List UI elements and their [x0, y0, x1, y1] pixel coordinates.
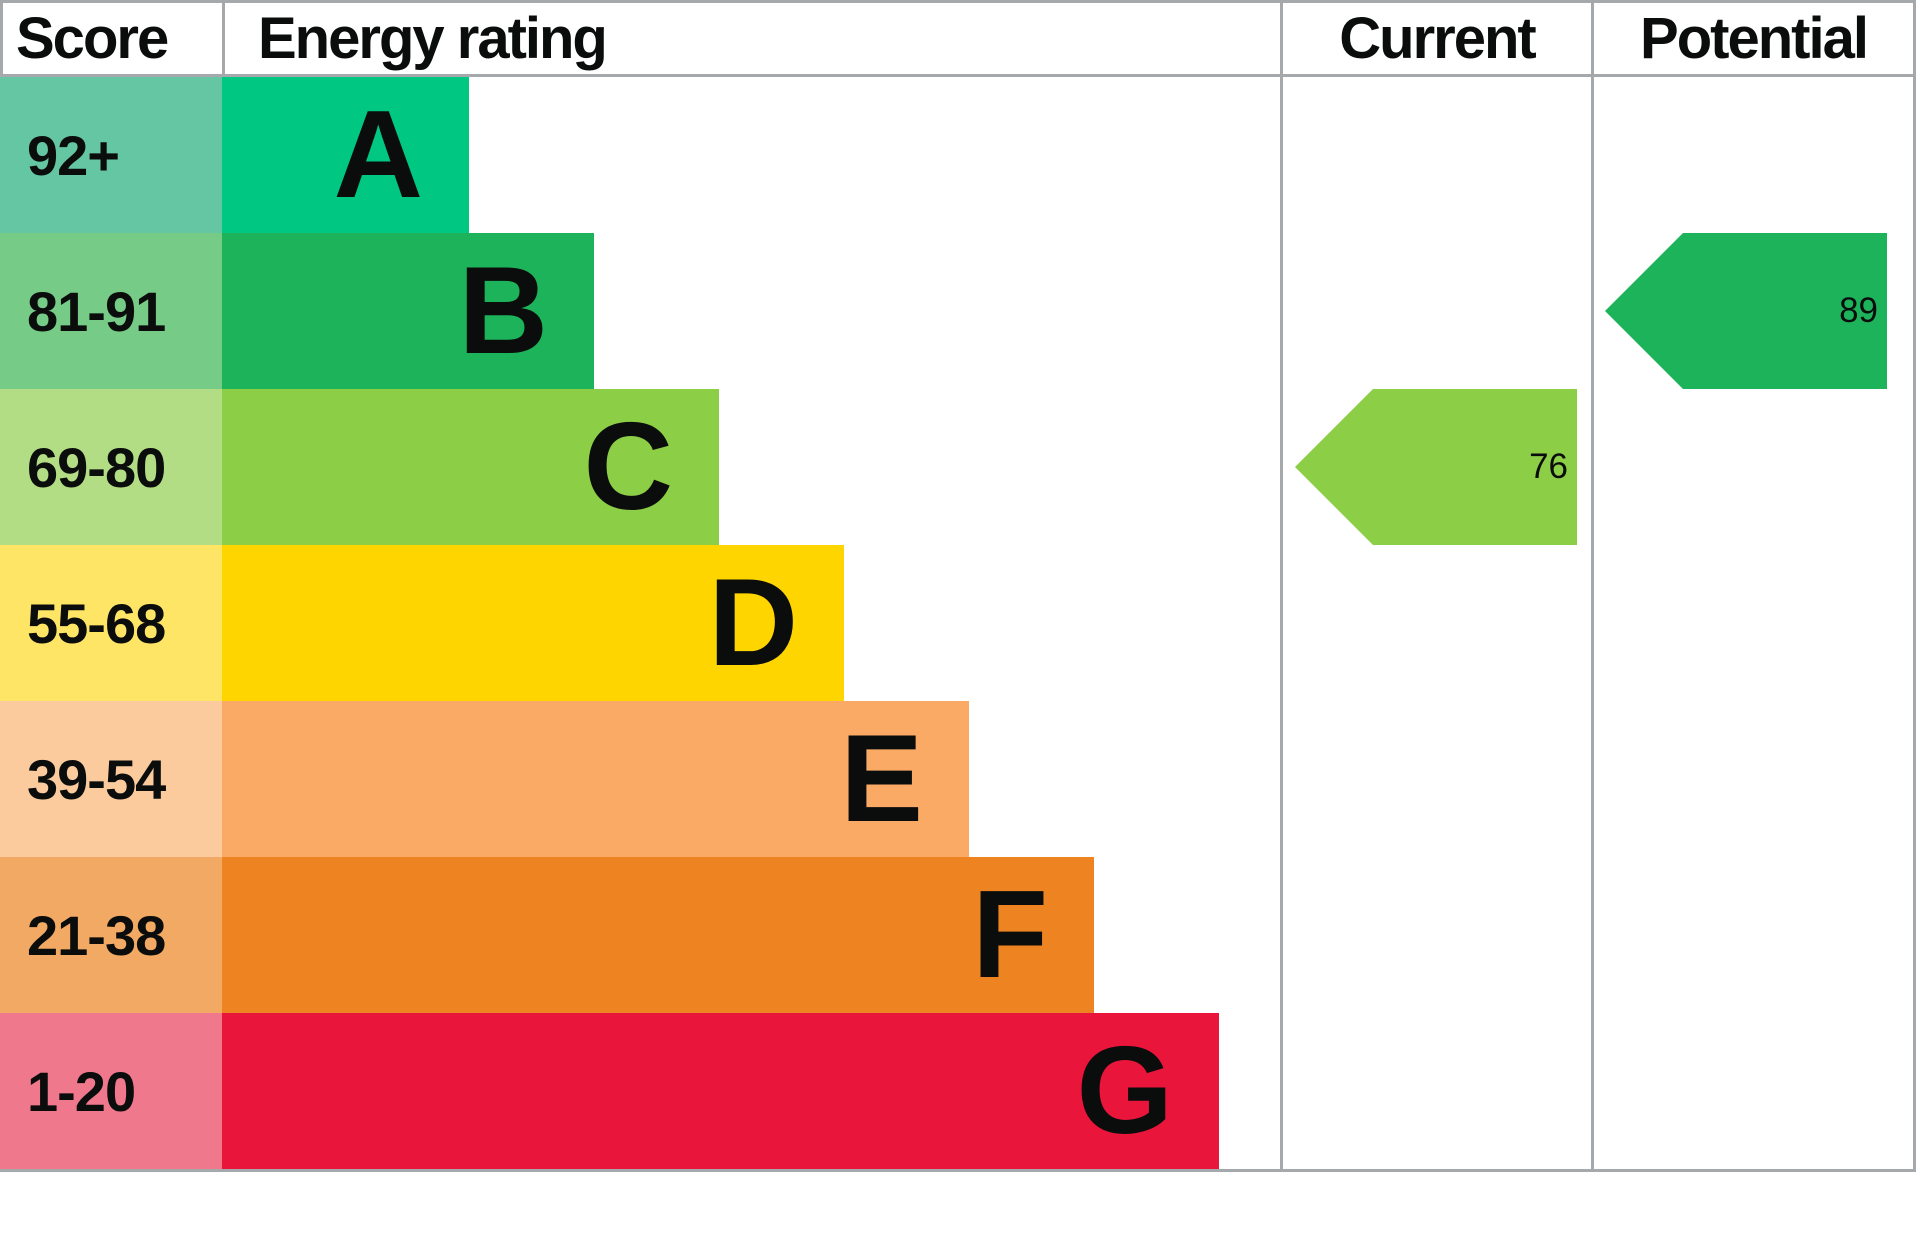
band-row-d: 55-68 D [0, 545, 1283, 701]
current-column-divider [1280, 0, 1283, 1169]
band-score-range: 55-68 [0, 545, 222, 701]
band-rows: 92+ A 81-91 B 69-80 C 55-68 D 39-54 E 21… [0, 77, 1283, 1169]
band-bar-g: G [222, 1013, 1219, 1169]
band-score-range: 21-38 [0, 857, 222, 1013]
header-left-border [0, 0, 3, 77]
potential-rating-value: 89 [1839, 291, 1878, 330]
band-row-f: 21-38 F [0, 857, 1283, 1013]
band-row-c: 69-80 C [0, 389, 1283, 545]
current-column-header: Current [1339, 6, 1536, 71]
potential-column-divider [1591, 0, 1594, 1169]
band-row-a: 92+ A [0, 77, 1283, 233]
table-border-right [1913, 0, 1916, 1172]
band-score-range: 1-20 [0, 1013, 222, 1169]
band-row-e: 39-54 E [0, 701, 1283, 857]
band-bar-b: B [222, 233, 594, 389]
band-bar-f: F [222, 857, 1094, 1013]
band-score-range: 92+ [0, 77, 222, 233]
table-border-bottom [0, 1169, 1916, 1172]
score-column-divider [222, 0, 225, 74]
table-border-top [0, 0, 1916, 3]
band-bar-a: A [222, 77, 469, 233]
potential-column-header: Potential [1640, 6, 1869, 71]
current-rating-arrow: 76 [1295, 389, 1577, 545]
band-score-range: 81-91 [0, 233, 222, 389]
band-bar-c: C [222, 389, 719, 545]
potential-rating-arrow: 89 [1605, 233, 1887, 389]
energy-rating-column-header: Energy rating [258, 6, 608, 71]
band-row-b: 81-91 B [0, 233, 1283, 389]
band-bar-d: D [222, 545, 844, 701]
current-rating-value: 76 [1529, 447, 1568, 486]
band-score-range: 39-54 [0, 701, 222, 857]
score-column-header: Score [16, 6, 169, 71]
band-row-g: 1-20 G [0, 1013, 1283, 1169]
band-bar-e: E [222, 701, 969, 857]
header-bottom-border [0, 74, 1916, 77]
band-score-range: 69-80 [0, 389, 222, 545]
